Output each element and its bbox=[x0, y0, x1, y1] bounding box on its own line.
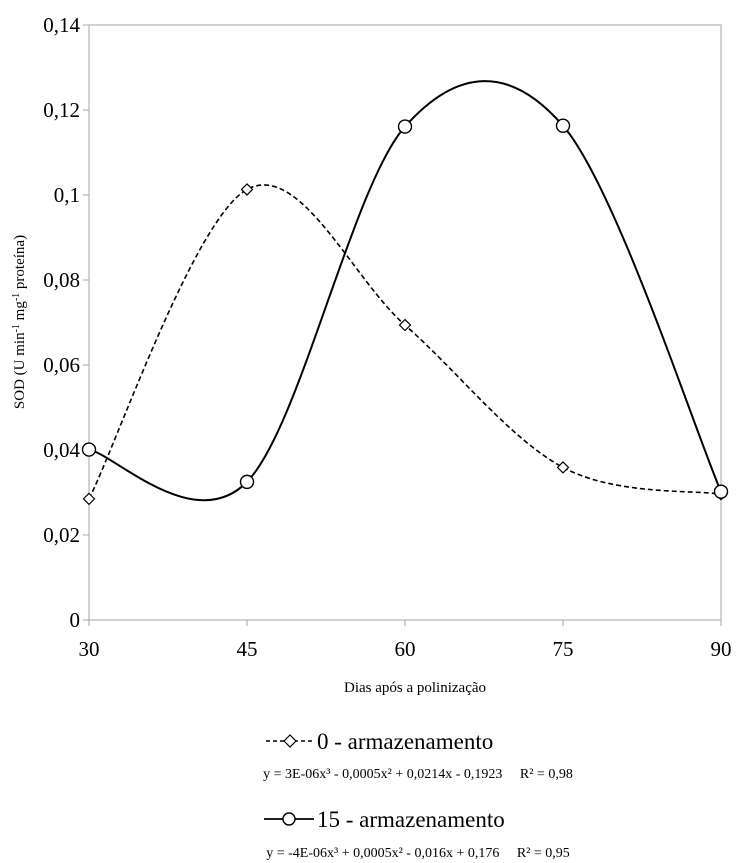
y-axis-label-sup: -1 bbox=[11, 293, 22, 301]
x-axis: 30 45 60 75 90 bbox=[79, 620, 732, 661]
y-axis-label-part: SOD (U min bbox=[12, 332, 28, 409]
equation-1: y = -4E-06x³ + 0,0005x² - 0,016x + 0,176… bbox=[266, 846, 570, 861]
x-tick-label: 90 bbox=[711, 637, 732, 661]
equation-0-formula: y = 3E-06x³ - 0,0005x² + 0,0214x - 0,192… bbox=[263, 767, 502, 782]
y-tick-label: 0,02 bbox=[43, 523, 80, 547]
data-point-circle bbox=[397, 119, 413, 134]
x-tick-label: 45 bbox=[237, 637, 258, 661]
y-tick-label: 0 bbox=[70, 608, 81, 632]
data-point-circle bbox=[81, 442, 97, 457]
x-axis-label: Dias após a polinização bbox=[344, 680, 486, 696]
y-tick-label: 0,14 bbox=[43, 13, 80, 37]
y-axis-label-part: proteína) bbox=[12, 235, 28, 293]
y-tick-label: 0,1 bbox=[54, 183, 80, 207]
data-point-circle bbox=[555, 118, 571, 133]
y-tick-label: 0,08 bbox=[43, 268, 80, 292]
data-point-diamond bbox=[398, 318, 412, 332]
legend-marker-0 bbox=[283, 734, 297, 748]
legend: 0 - armazenamento y = 3E-06x³ - 0,0005x²… bbox=[263, 729, 573, 861]
legend-marker-1 bbox=[282, 812, 296, 826]
legend-label-0: 0 - armazenamento bbox=[317, 729, 493, 754]
y-axis: 0 0,02 0,04 0,06 0,08 0,1 0,12 0,14 bbox=[43, 13, 89, 632]
x-tick-label: 30 bbox=[79, 637, 100, 661]
legend-entry-1: 15 - armazenamento y = -4E-06x³ + 0,0005… bbox=[264, 807, 570, 861]
y-tick-label: 0,06 bbox=[43, 353, 80, 377]
data-point-diamond bbox=[240, 183, 254, 196]
x-tick-label: 60 bbox=[395, 637, 416, 661]
data-point-circle bbox=[239, 474, 255, 490]
legend-entry-0: 0 - armazenamento y = 3E-06x³ - 0,0005x²… bbox=[263, 729, 573, 782]
y-tick-label: 0,12 bbox=[43, 98, 80, 122]
data-point-diamond bbox=[556, 461, 570, 474]
y-axis-label: SOD (U min-1 mg-1 proteína) bbox=[11, 235, 29, 409]
equation-0: y = 3E-06x³ - 0,0005x² + 0,0214x - 0,192… bbox=[263, 767, 573, 782]
legend-label-1: 15 - armazenamento bbox=[317, 807, 505, 832]
data-point-circle bbox=[713, 484, 729, 499]
y-axis-label-part: mg bbox=[12, 301, 28, 324]
x-tick-label: 75 bbox=[553, 637, 574, 661]
equation-1-formula: y = -4E-06x³ + 0,0005x² - 0,016x + 0,176 bbox=[266, 846, 499, 861]
equation-1-r2: R² = 0,95 bbox=[517, 846, 570, 861]
equation-0-r2: R² = 0,98 bbox=[520, 767, 573, 782]
y-tick-label: 0,04 bbox=[43, 438, 80, 462]
data-point-diamond bbox=[82, 492, 96, 506]
series-line-0 bbox=[88, 184, 722, 500]
y-axis-label-sup: -1 bbox=[11, 324, 22, 332]
series-layer bbox=[81, 80, 729, 506]
series-line-1 bbox=[88, 80, 722, 502]
